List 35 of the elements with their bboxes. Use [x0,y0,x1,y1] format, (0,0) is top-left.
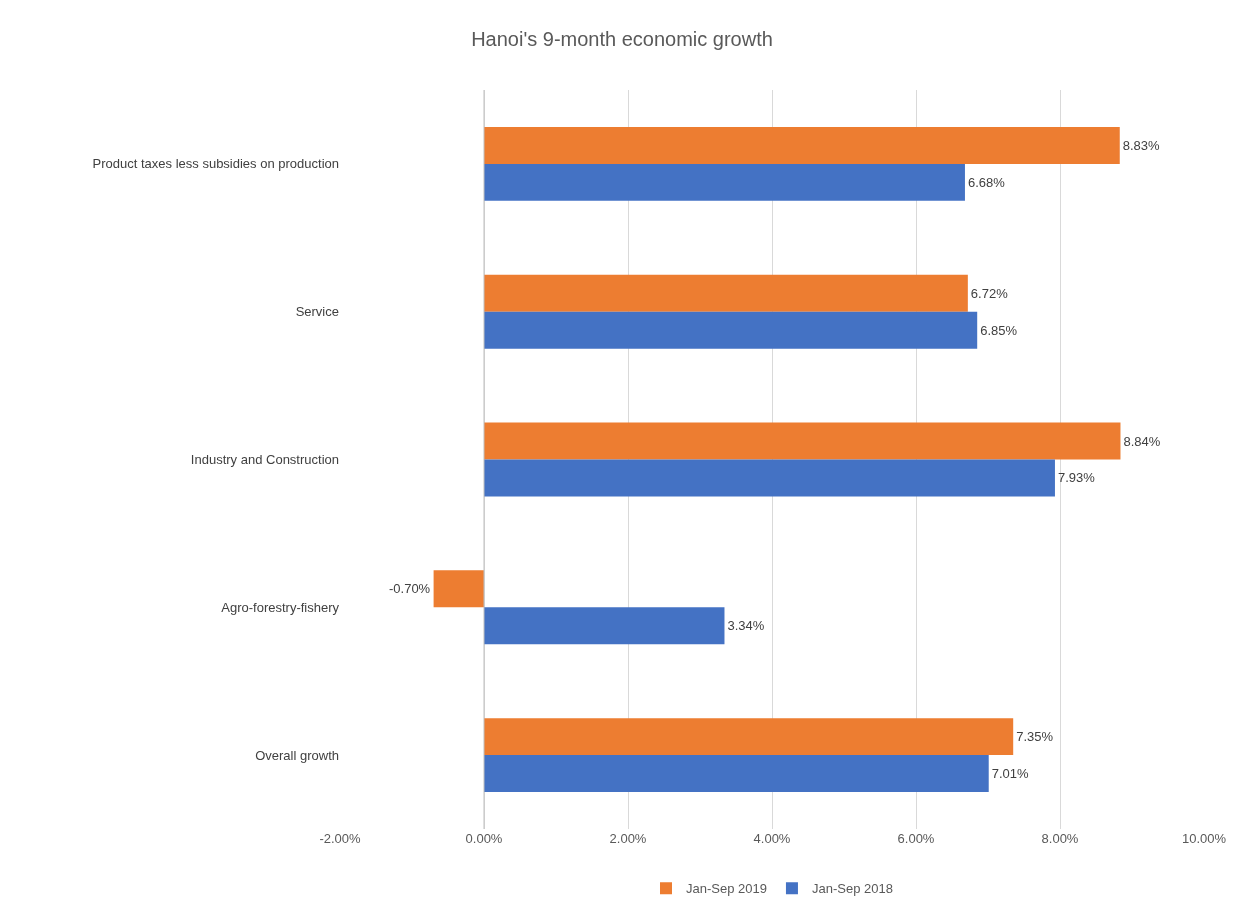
x-tick-label: 4.00% [753,831,791,846]
y-tick-label: Agro-forestry-fishery [221,599,340,615]
data-label: 8.84% [1123,433,1161,449]
chart-title: Hanoi's 9-month economic growth [471,28,773,51]
x-tick-label: -2.00% [319,831,362,846]
x-tick-label: 0.00% [465,831,503,846]
data-label: -0.70% [388,581,431,597]
bar [484,422,1121,460]
y-tick-label: Overall growth [255,747,339,763]
bar [484,311,978,349]
y-tick-label: Industry and Construction [190,452,339,468]
bar [484,607,725,645]
bar [433,570,484,608]
data-label: 6.68% [967,174,1006,190]
y-tick-label: Product taxes less subsidies on production [92,156,339,172]
data-label: 6.72% [970,285,1009,301]
y-tick-label: Service [295,304,339,320]
data-label: 6.85% [980,322,1018,338]
bar [484,755,989,793]
bar [484,274,968,312]
x-tick-label: 6.00% [897,831,935,846]
data-label: 7.93% [1057,470,1096,486]
bar [484,459,1055,497]
x-tick-label: 2.00% [609,831,647,846]
bar [484,163,965,201]
bar [484,126,1120,164]
data-label: 7.35% [1016,729,1054,745]
data-label: 7.01% [991,766,1030,782]
legend-label: Jan-Sep 2019 [686,881,767,897]
x-tick-label: 8.00% [1041,831,1079,846]
legend-label: Jan-Sep 2018 [811,881,893,897]
bar [484,718,1014,756]
data-label: 8.83% [1122,137,1161,153]
data-label: 3.34% [727,618,765,634]
x-tick-label: 10.00% [1181,831,1227,846]
